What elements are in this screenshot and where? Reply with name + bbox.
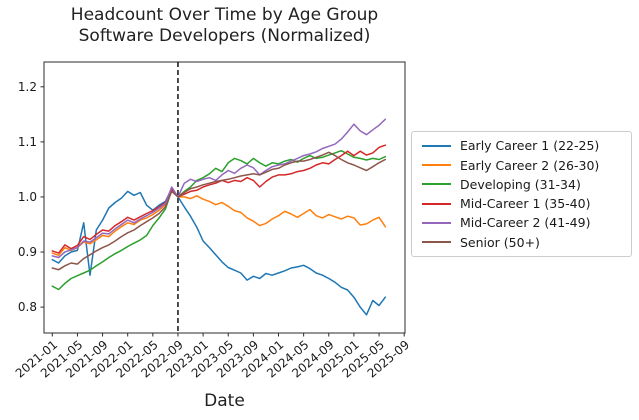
y-tick-label: 1.1	[18, 135, 37, 149]
legend-line-swatch	[422, 221, 451, 224]
y-axis: 0.8 0.9 1.0 1.1 1.2	[18, 80, 44, 314]
legend-item-developing: Developing (31-34)	[422, 177, 631, 192]
legend-line-swatch	[422, 241, 451, 244]
series-line-4	[51, 118, 387, 259]
chart-title: Headcount Over Time by Age Group Softwar…	[44, 5, 405, 47]
y-tick-label: 0.8	[18, 300, 37, 314]
legend-label: Senior (50+)	[460, 234, 540, 250]
legend-item-early-career-1: Early Career 1 (22-25)	[422, 138, 631, 153]
series-line-3	[51, 144, 387, 254]
legend-line-swatch	[422, 144, 451, 147]
legend-label: Early Career 1 (22-25)	[460, 138, 600, 154]
legend-line-swatch	[422, 202, 451, 205]
series-lines	[51, 118, 387, 316]
y-tick-label: 1.0	[18, 190, 37, 204]
legend-item-senior: Senior (50+)	[422, 235, 631, 250]
legend-label: Developing (31-34)	[460, 176, 581, 192]
x-axis: 2021-012021-052021-092022-012022-052022-…	[13, 333, 412, 381]
legend-item-early-career-2: Early Career 2 (26-30)	[422, 158, 631, 173]
legend-label: Mid-Career 2 (41-49)	[460, 215, 591, 231]
chart-title-line2: Software Developers (Normalized)	[78, 26, 371, 46]
legend-line-swatch	[422, 183, 451, 186]
series-line-2	[51, 149, 387, 291]
legend-item-mid-career-1: Mid-Career 1 (35-40)	[422, 196, 631, 211]
chart-title-line1: Headcount Over Time by Age Group	[70, 5, 379, 25]
legend-item-mid-career-2: Mid-Career 2 (41-49)	[422, 215, 631, 230]
y-tick-label: 0.9	[18, 245, 37, 259]
plot-border	[43, 61, 406, 334]
legend: Early Career 1 (22-25) Early Career 2 (2…	[411, 131, 632, 257]
y-tick-label: 1.2	[18, 80, 37, 94]
legend-label: Early Career 2 (26-30)	[460, 157, 600, 173]
x-axis-label: Date	[204, 391, 245, 411]
series-line-0	[51, 187, 387, 316]
legend-line-swatch	[422, 164, 451, 167]
series-line-1	[51, 189, 387, 257]
series-line-5	[51, 151, 387, 271]
legend-label: Mid-Career 1 (35-40)	[460, 196, 591, 212]
